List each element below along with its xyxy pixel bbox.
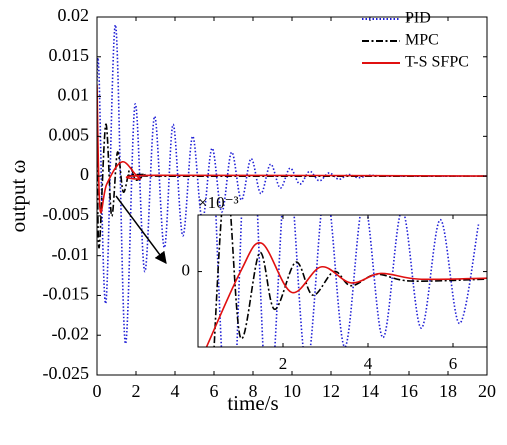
zoom-arrow bbox=[115, 195, 167, 264]
series-line bbox=[97, 84, 487, 214]
x-tick-label: 4 bbox=[171, 381, 180, 401]
legend-label: T-S SFPC bbox=[405, 54, 469, 71]
y-tick-label: -0.01 bbox=[52, 244, 90, 264]
y-tick-label: -0.025 bbox=[43, 363, 90, 383]
x-tick-label: 4 bbox=[364, 354, 373, 373]
y-tick-label: 0.01 bbox=[58, 85, 90, 105]
series-line bbox=[97, 104, 487, 249]
x-axis-label: time/s bbox=[227, 391, 278, 415]
x-tick-label: 2 bbox=[279, 354, 288, 373]
legend-label: MPC bbox=[405, 32, 439, 49]
x-tick-label: 10 bbox=[283, 381, 301, 401]
x-tick-label: 16 bbox=[400, 381, 418, 401]
y-tick-label: 0.015 bbox=[49, 45, 90, 65]
y-tick-label: -0.015 bbox=[43, 284, 90, 304]
main-plot: 0 2 4 6 8 10 12 14 16 18 20-0.025-0.02-0.015-0.01-… bbox=[43, 5, 497, 401]
inset-background bbox=[198, 215, 487, 347]
x-tick-label: 8 bbox=[249, 381, 258, 401]
x-tick-label: 14 bbox=[361, 381, 379, 401]
y-tick-label: 0.005 bbox=[49, 124, 90, 144]
inset-plot: 2 4 6 0 bbox=[182, 214, 488, 373]
x-tick-label: 2 bbox=[132, 381, 141, 401]
x-tick-label: 20 bbox=[478, 381, 496, 401]
inset-multiplier: ×10⁻³ bbox=[198, 193, 239, 212]
y-tick-label: 0.02 bbox=[58, 5, 90, 25]
x-tick-label: 6 bbox=[449, 354, 458, 373]
series-line bbox=[205, 242, 487, 347]
series-group bbox=[97, 24, 487, 345]
y-axis-label: output ω bbox=[6, 160, 30, 233]
y-tick-label: -0.02 bbox=[52, 323, 90, 343]
y-tick-label: 0 bbox=[182, 260, 191, 279]
x-tick-label: 12 bbox=[322, 381, 340, 401]
plot-frame bbox=[197, 214, 488, 348]
x-tick-label: 6 bbox=[210, 381, 219, 401]
series-group bbox=[205, 215, 487, 347]
legend-label: PID bbox=[405, 10, 431, 27]
x-tick-label: 0 bbox=[93, 381, 102, 401]
y-tick-label: -0.005 bbox=[43, 204, 90, 224]
series-line bbox=[215, 215, 480, 347]
y-tick-label: 0 bbox=[80, 164, 89, 184]
x-tick-label: 18 bbox=[439, 381, 457, 401]
